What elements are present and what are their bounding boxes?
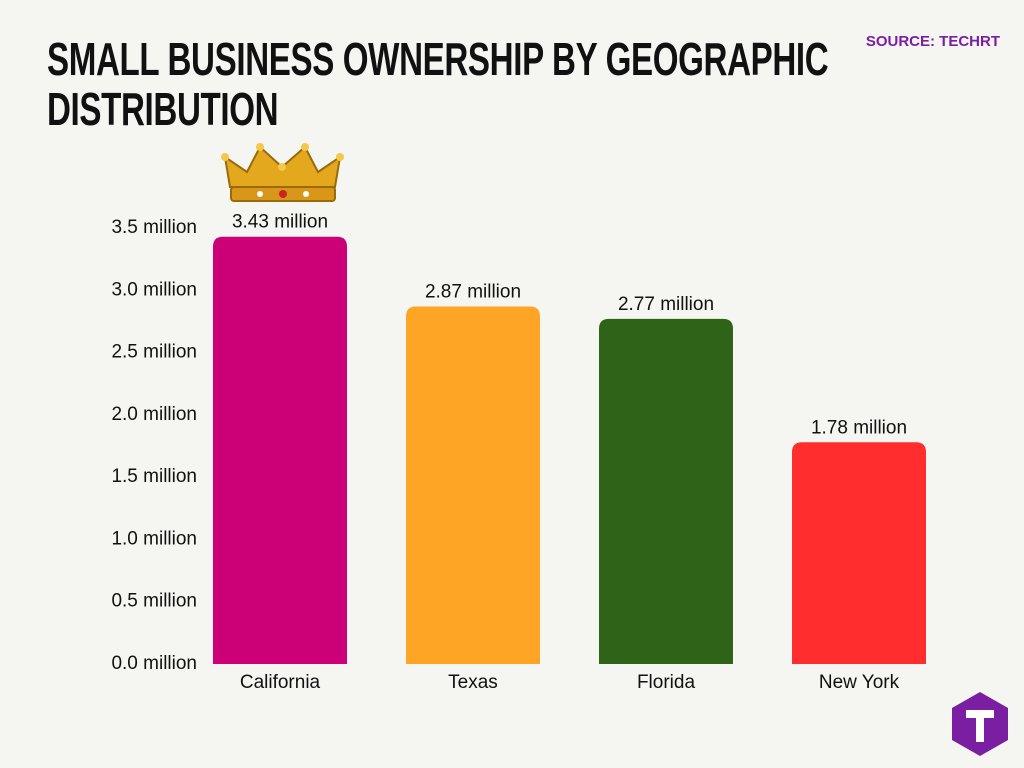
value-label: 2.77 million	[618, 294, 714, 315]
bar	[406, 306, 540, 664]
x-tick-label: Florida	[637, 672, 696, 693]
value-label: 3.43 million	[232, 212, 328, 233]
y-tick-label: 0.0 million	[111, 653, 197, 674]
bar	[213, 236, 347, 664]
crown-icon	[221, 143, 344, 202]
bar	[792, 442, 926, 664]
y-tick-label: 0.5 million	[111, 591, 197, 612]
x-tick-label: New York	[819, 672, 900, 693]
y-tick-label: 2.0 million	[111, 404, 197, 425]
x-tick-label: Texas	[448, 672, 498, 693]
y-tick-label: 2.5 million	[111, 342, 197, 363]
x-tick-label: California	[240, 672, 321, 693]
value-label: 2.87 million	[425, 281, 521, 302]
y-tick-label: 3.0 million	[111, 279, 197, 300]
source: SOURCE: TECHRT	[865, 33, 1000, 50]
chart-title: SMALL BUSINESS OWNERSHIP BY GEOGRAPHIC D…	[47, 33, 829, 135]
y-tick-label: 1.5 million	[111, 466, 197, 487]
y-tick-label: 3.5 million	[111, 217, 197, 238]
bar	[599, 318, 733, 664]
logo	[952, 692, 1008, 756]
y-tick-label: 1.0 million	[111, 528, 197, 549]
value-label: 1.78 million	[811, 417, 907, 438]
